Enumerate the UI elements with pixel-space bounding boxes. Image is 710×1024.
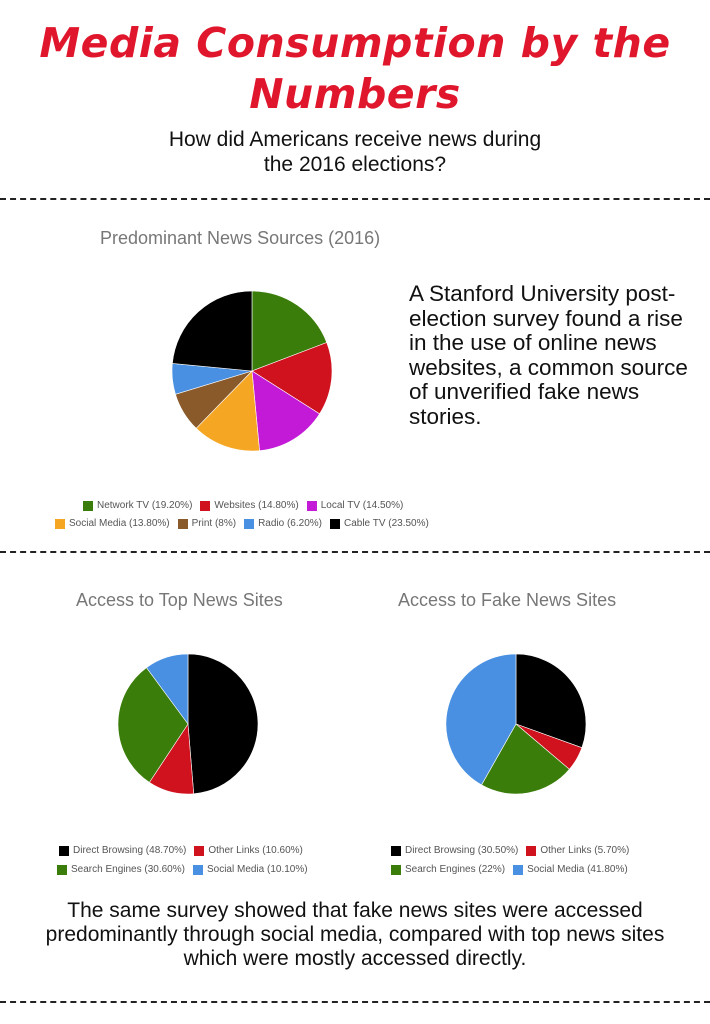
legend-item: Social Media (10.10%)	[192, 864, 308, 875]
legend-item: Radio (6.20%)	[244, 518, 322, 529]
legend-news-sources-row-2: Social Media (13.80%) Print (8%) Radio (…	[55, 518, 437, 529]
legend-label: Print (8%)	[191, 518, 237, 529]
pie-chart-top-news-sites	[117, 653, 259, 795]
pie-slice-search-engines	[117, 667, 189, 783]
legend-item: Social Media (13.80%)	[55, 518, 170, 529]
pie-chart-fake-news-sites	[445, 653, 587, 795]
title-line-1: Media Consumption by the	[39, 19, 671, 67]
legend-item: Network TV (19.20%)	[83, 500, 192, 511]
infographic-subtitle: How did Americans receive news during th…	[0, 127, 710, 177]
legend-label: Other Links (5.70%)	[540, 845, 630, 856]
legend-swatch	[306, 500, 317, 511]
survey-conclusion-text: The same survey showed that fake news si…	[45, 899, 665, 970]
title-line-2: Numbers	[249, 70, 461, 118]
legend-label: Radio (6.20%)	[258, 518, 322, 529]
legend-fake-news-row-2: Search Engines (22%) Social Media (41.80…	[391, 864, 636, 875]
section-divider	[0, 551, 710, 553]
legend-news-sources-row-1: Network TV (19.20%) Websites (14.80%) Lo…	[83, 500, 411, 511]
legend-swatch	[329, 518, 340, 529]
legend-item: Social Media (41.80%)	[513, 864, 628, 875]
legend-label: Websites (14.80%)	[214, 500, 299, 511]
pie-slice-direct-browsing	[515, 653, 587, 749]
pie-chart-news-sources	[171, 290, 333, 452]
pie-slice-social-media	[195, 370, 260, 452]
legend-item: Other Links (5.70%)	[526, 845, 629, 856]
legend-label: Network TV (19.20%)	[97, 500, 193, 511]
legend-label: Cable TV (23.50%)	[343, 518, 429, 529]
legend-item: Print (8%)	[177, 518, 237, 529]
legend-item: Search Engines (30.60%)	[57, 864, 185, 875]
pie-slice-local-tv	[251, 370, 320, 451]
legend-label: Search Engines (22%)	[405, 864, 506, 875]
legend-item: Cable TV (23.50%)	[329, 518, 429, 529]
legend-label: Social Media (41.80%)	[527, 864, 628, 875]
pie-slice-search-engines	[481, 723, 570, 795]
legend-item: Other Links (10.60%)	[194, 845, 303, 856]
legend-label: Other Links (10.60%)	[208, 845, 303, 856]
pie-slice-cable-tv	[172, 290, 253, 372]
chart-title-top-news-sites: Access to Top News Sites	[76, 590, 283, 610]
legend-label: Direct Browsing (48.70%)	[73, 845, 187, 856]
pie-slice-social-media	[146, 653, 189, 725]
legend-swatch	[194, 845, 205, 856]
legend-top-news-row-2: Search Engines (30.60%) Social Media (10…	[57, 864, 316, 875]
legend-item: Direct Browsing (30.50%)	[391, 845, 518, 856]
legend-label: Search Engines (30.60%)	[71, 864, 185, 875]
survey-finding-text: A Stanford University post-election surv…	[409, 281, 688, 429]
legend-swatch	[526, 845, 537, 856]
legend-label: Local TV (14.50%)	[320, 500, 404, 511]
subtitle-line-1: How did Americans receive news during	[168, 128, 542, 151]
legend-swatch	[391, 845, 401, 856]
subtitle-line-2: the 2016 elections?	[263, 153, 447, 176]
legend-item: Direct Browsing (48.70%)	[59, 845, 186, 856]
legend-swatch	[513, 864, 524, 875]
section-divider	[0, 1001, 710, 1003]
legend-label: Social Media (13.80%)	[69, 518, 170, 529]
legend-label: Social Media (10.10%)	[206, 864, 308, 875]
legend-swatch	[57, 864, 67, 875]
legend-item: Websites (14.80%)	[200, 500, 299, 511]
legend-label: Direct Browsing (30.50%)	[405, 845, 519, 856]
chart-title-fake-news-sites: Access to Fake News Sites	[398, 590, 617, 610]
legend-swatch	[244, 518, 255, 529]
pie-slice-network-tv	[251, 290, 328, 372]
infographic-title: Media Consumption by the Numbers	[0, 18, 710, 120]
pie-slice-direct-browsing	[187, 653, 259, 795]
legend-swatch	[200, 500, 211, 511]
legend-fake-news-row-1: Direct Browsing (30.50%) Other Links (5.…	[391, 845, 637, 856]
legend-swatch	[177, 518, 188, 529]
legend-swatch	[55, 518, 65, 529]
legend-swatch	[59, 845, 69, 856]
chart-title-news-sources: Predominant News Sources (2016)	[100, 228, 381, 248]
section-divider	[0, 198, 710, 200]
legend-top-news-row-1: Direct Browsing (48.70%) Other Links (10…	[59, 845, 311, 856]
legend-swatch	[391, 864, 401, 875]
pie-slice-websites	[251, 342, 333, 415]
legend-item: Search Engines (22%)	[391, 864, 505, 875]
legend-swatch	[83, 500, 93, 511]
legend-swatch	[192, 864, 203, 875]
pie-slice-social-media	[445, 653, 517, 786]
legend-item: Local TV (14.50%)	[306, 500, 404, 511]
